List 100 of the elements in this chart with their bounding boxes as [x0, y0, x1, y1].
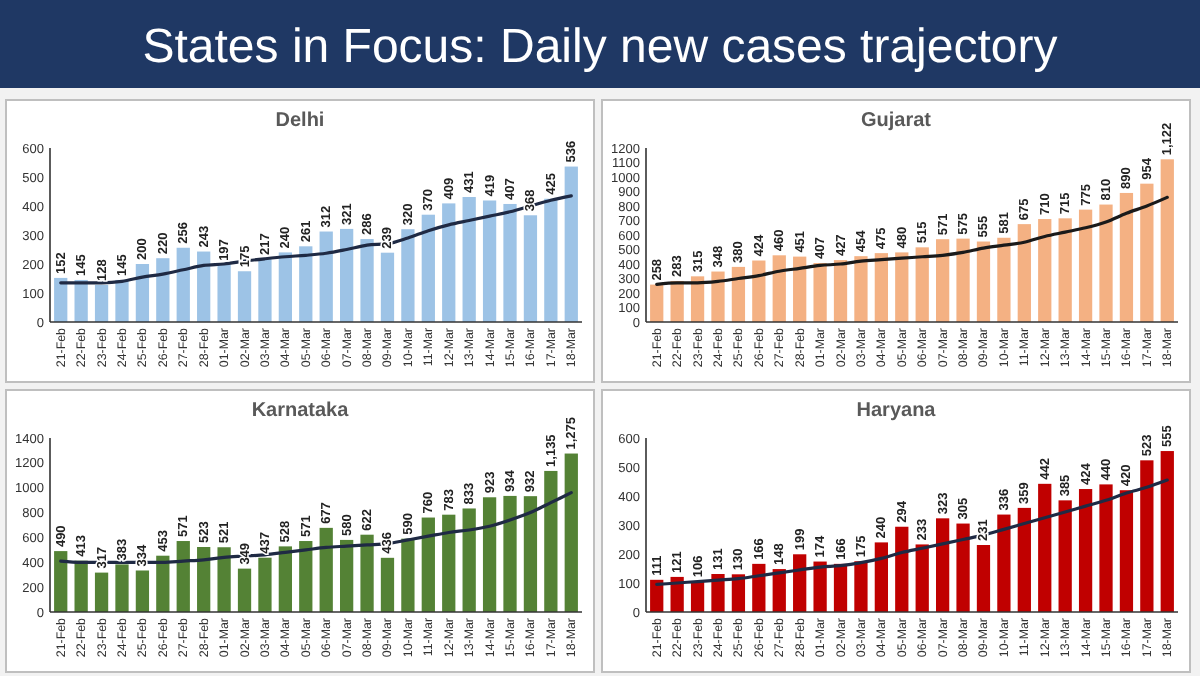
- bar: [650, 284, 664, 322]
- chart-title: Delhi: [275, 110, 325, 132]
- bar: [217, 264, 231, 322]
- bar: [1058, 500, 1072, 612]
- bar: [915, 544, 929, 612]
- bar: [833, 260, 848, 322]
- bar: [874, 253, 888, 322]
- bar: [503, 203, 517, 322]
- bar: [421, 517, 435, 612]
- bar: [854, 256, 868, 322]
- bar: [401, 229, 415, 322]
- bar: [752, 260, 766, 322]
- bar: [1038, 483, 1052, 612]
- bar: [74, 560, 88, 612]
- bar: [793, 554, 807, 612]
- bar: [1017, 507, 1031, 612]
- bar: [1160, 159, 1174, 322]
- bar: [482, 497, 497, 612]
- bar: [156, 555, 170, 612]
- bar: [319, 527, 333, 612]
- bar: [115, 279, 129, 322]
- bar: [115, 564, 129, 612]
- bar: [523, 215, 538, 322]
- bar: [523, 496, 538, 612]
- bar: [544, 470, 558, 612]
- bar: [976, 545, 991, 612]
- bar: [1140, 183, 1154, 322]
- bar: [1058, 218, 1072, 322]
- bar: [711, 574, 725, 612]
- bar: [237, 271, 252, 322]
- bar: [462, 197, 476, 322]
- bar: [319, 231, 333, 322]
- bar: [793, 256, 807, 322]
- bar: [380, 252, 395, 322]
- bar: [544, 198, 558, 322]
- bar: [503, 495, 517, 612]
- bar: [340, 539, 354, 612]
- bar: [258, 259, 272, 322]
- bar: [442, 203, 456, 322]
- bar: [278, 252, 292, 322]
- bar: [54, 277, 68, 322]
- bar: [772, 255, 786, 322]
- bar: [482, 200, 497, 322]
- bar: [1160, 451, 1174, 612]
- chart-title: Karnataka: [251, 400, 350, 422]
- bar: [421, 214, 435, 322]
- bar: [360, 239, 374, 322]
- bar: [401, 538, 415, 612]
- bar: [956, 238, 970, 322]
- bar: [176, 541, 190, 612]
- bar: [1038, 219, 1052, 322]
- text: States in Focus: Daily new cases trajectory: [142, 20, 1058, 74]
- bar: [874, 542, 888, 612]
- bar: [462, 508, 476, 612]
- bar: [854, 561, 868, 612]
- bar: [442, 514, 456, 612]
- bar: [731, 266, 746, 322]
- bar: [690, 276, 705, 322]
- chart-title: Haryana: [856, 400, 937, 422]
- bar: [1119, 192, 1134, 322]
- bar: [197, 251, 211, 322]
- bar: [956, 523, 970, 612]
- bar: [711, 271, 725, 322]
- bar: [976, 241, 991, 322]
- bar: [299, 246, 313, 322]
- bar: [564, 166, 578, 322]
- bar: [1140, 460, 1154, 612]
- bar: [197, 547, 211, 612]
- bar: [156, 258, 170, 322]
- bar: [1078, 489, 1093, 612]
- bar: [895, 252, 909, 322]
- bar: [813, 561, 827, 612]
- bar: [1099, 484, 1113, 612]
- chart-title: Gujarat: [860, 110, 933, 132]
- bar: [94, 284, 109, 322]
- bar: [54, 551, 68, 612]
- bar: [340, 228, 354, 322]
- bar: [176, 247, 190, 322]
- bar: [94, 572, 109, 612]
- bar: [299, 541, 313, 612]
- bar: [135, 570, 150, 612]
- bar: [813, 262, 827, 322]
- bar: [895, 526, 909, 612]
- bar: [1099, 204, 1113, 322]
- bar: [1078, 209, 1093, 322]
- bar: [915, 247, 929, 322]
- bar: [258, 557, 272, 612]
- bar: [380, 557, 395, 612]
- bar: [278, 546, 292, 612]
- bar: [936, 518, 950, 612]
- bar: [135, 264, 150, 322]
- bar: [997, 237, 1011, 322]
- bar: [217, 547, 231, 612]
- bar: [564, 453, 578, 612]
- bar: [936, 239, 950, 322]
- bar: [1017, 224, 1031, 322]
- bar: [237, 568, 252, 612]
- bar: [1119, 490, 1134, 612]
- bar: [997, 514, 1011, 612]
- bar: [360, 534, 374, 612]
